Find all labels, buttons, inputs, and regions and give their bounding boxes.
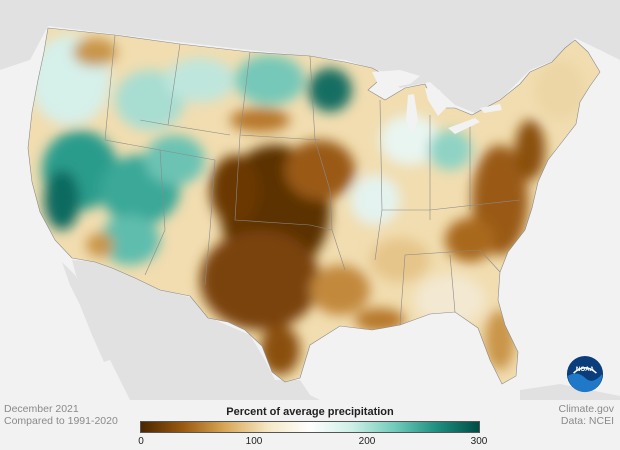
noaa-logo: NOAA bbox=[566, 355, 604, 393]
legend-color-bar bbox=[140, 421, 480, 433]
lake-michigan bbox=[406, 94, 418, 135]
baja-peninsula bbox=[62, 262, 110, 362]
lake-superior bbox=[372, 70, 420, 88]
precipitation-map bbox=[0, 0, 620, 400]
lake-erie bbox=[448, 118, 480, 134]
lake-ontario bbox=[480, 104, 502, 113]
cuba-island bbox=[520, 384, 620, 400]
caption-month: December 2021 bbox=[4, 403, 79, 415]
noaa-logo-text: NOAA bbox=[576, 366, 595, 373]
state-borders bbox=[27, 27, 601, 385]
great-lakes bbox=[372, 70, 502, 135]
legend-tick-100: 100 bbox=[245, 436, 263, 447]
lake-huron bbox=[425, 88, 446, 116]
surrounding-land bbox=[0, 0, 620, 400]
legend-tick-200: 200 bbox=[358, 436, 376, 447]
caption-baseline: Compared to 1991-2020 bbox=[4, 415, 118, 427]
caption-data-source: Data: NCEI bbox=[560, 415, 614, 427]
caption-site: Climate.gov bbox=[558, 403, 614, 415]
map-caption-source: Climate.gov Data: NCEI bbox=[559, 403, 614, 427]
map-caption-date: December 2021 Compared to 1991-2020 bbox=[4, 403, 118, 427]
mexico-land bbox=[72, 260, 320, 400]
legend-tick-0: 0 bbox=[138, 436, 144, 447]
canada-land bbox=[0, 0, 620, 115]
legend-tick-300: 300 bbox=[470, 436, 488, 447]
legend-title: Percent of average precipitation bbox=[226, 406, 394, 418]
